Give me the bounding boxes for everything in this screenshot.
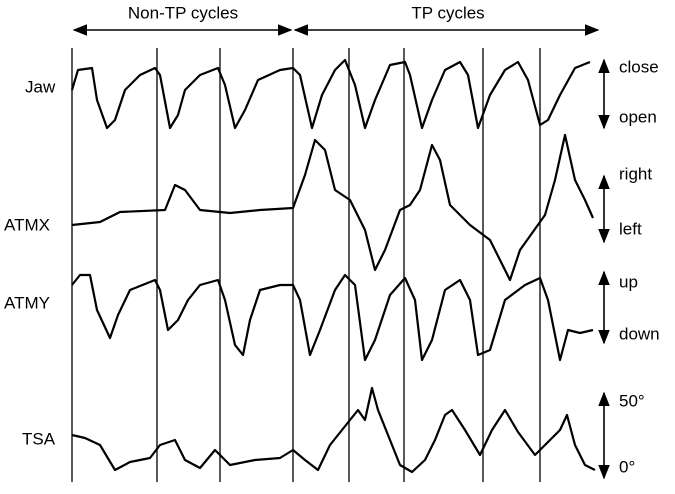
cycle-lines [71, 48, 541, 482]
jaw-trace [70, 58, 591, 130]
tsa-trace [71, 386, 596, 474]
atmx-trace [71, 133, 595, 282]
trace-label: Jaw [25, 77, 56, 96]
scale-label: open [619, 107, 657, 126]
scale-label: left [619, 219, 642, 238]
header-label: Non-TP cycles [128, 3, 238, 22]
trace-label: ATMY [4, 293, 50, 312]
scale-label: close [619, 57, 659, 76]
atmy-trace [71, 273, 594, 362]
header-label: TP cycles [411, 3, 484, 22]
trace-label: ATMX [4, 215, 50, 234]
trace-label: TSA [22, 429, 56, 448]
scale-label: down [619, 324, 660, 343]
scale-label: 0° [619, 457, 635, 476]
scale-label: 50° [619, 391, 645, 410]
scale-label: up [619, 272, 638, 291]
scale-label: right [619, 164, 652, 183]
